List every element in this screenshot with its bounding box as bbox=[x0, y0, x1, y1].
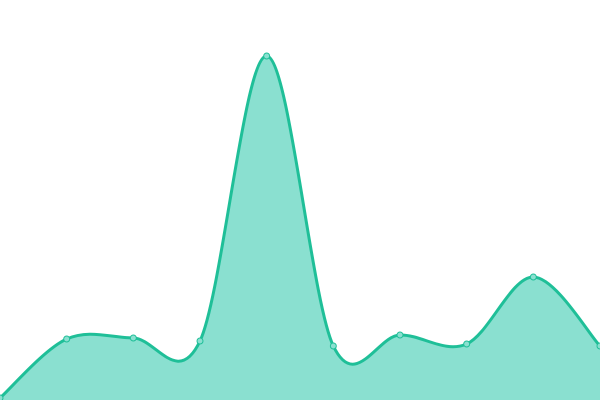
data-point-7 bbox=[463, 340, 471, 348]
data-point-8 bbox=[529, 273, 537, 281]
data-point-6 bbox=[396, 331, 404, 339]
data-point-0 bbox=[0, 394, 4, 400]
data-point-5 bbox=[329, 342, 337, 350]
data-points bbox=[0, 52, 600, 400]
series-line bbox=[0, 54, 600, 400]
area-fill bbox=[0, 55, 600, 400]
data-point-9 bbox=[596, 342, 600, 350]
data-point-2 bbox=[129, 334, 137, 342]
data-point-3 bbox=[196, 337, 204, 345]
data-point-1 bbox=[63, 335, 71, 343]
data-point-4 bbox=[263, 52, 271, 60]
